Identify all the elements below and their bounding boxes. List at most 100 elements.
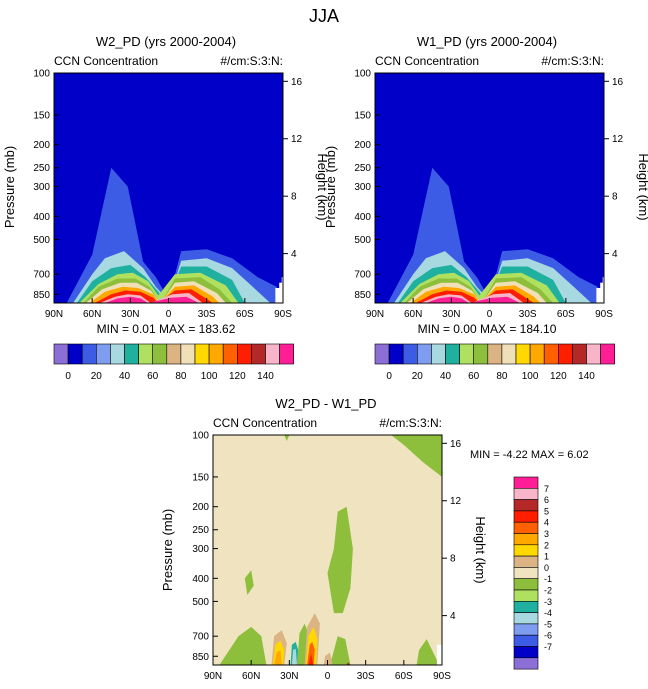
colorbar-w2-box-8 xyxy=(166,343,182,365)
w1-ytick-label-1: 150 xyxy=(354,110,371,121)
colorbar-diff-box-7 xyxy=(513,555,539,568)
colorbar-diff-box-6 xyxy=(513,544,539,557)
colorbar-w1-label-5: 100 xyxy=(522,371,539,382)
panel-w1-x-axis: 90N 60N 30N 0 30S 60S 90S xyxy=(366,298,613,320)
w2-surface-mask-2 xyxy=(281,277,283,303)
colorbar-w1-box-10 xyxy=(515,343,531,365)
w2-ytick-label-7: 700 xyxy=(33,270,50,281)
w2-frame xyxy=(53,72,284,304)
panel-diff-left-label: CCN Concentration xyxy=(213,416,317,430)
colorbar-diff-label-4: 3 xyxy=(544,529,549,539)
colorbar-w2-box-15 xyxy=(265,343,280,365)
panel-w2-y2label: Height (km) xyxy=(315,153,330,220)
w2-xtick-label-0: 90N xyxy=(45,309,63,320)
diff-ytick-label-6: 500 xyxy=(192,597,209,608)
colorbar-diff-box-2 xyxy=(513,499,539,512)
w1-ytick-label-6: 500 xyxy=(354,235,371,246)
panel-diff-right-label: #/cm:S:3:N: xyxy=(379,416,442,430)
panel-w1-y-axis: 100 150 200 250 300 400 500 700 850 xyxy=(354,69,380,301)
colorbar-w2-box-5 xyxy=(124,343,139,365)
diff-y2tick-label-1: 12 xyxy=(450,496,462,507)
panel-w2: W2_PD (yrs 2000-2004) CCN Concentration … xyxy=(2,34,330,336)
diff-xtick-label-1: 60N xyxy=(242,671,260,682)
colorbar-w1-box-11 xyxy=(529,343,545,365)
colorbar-diff-label-11: -4 xyxy=(544,608,552,618)
w1-surface-mask-1 xyxy=(600,282,604,303)
w1-ytick-label-8: 850 xyxy=(354,290,371,301)
w2-y2tick-label-1: 12 xyxy=(291,134,303,145)
diff-xtick-label-3: 0 xyxy=(325,671,331,682)
colorbar-diff-label-2: 5 xyxy=(544,506,549,516)
w2-xtick-label-5: 60S xyxy=(236,309,254,320)
colorbar-w2-box-14 xyxy=(251,343,266,365)
colorbar-diff-label-12: -5 xyxy=(544,619,552,629)
colorbar-diff-box-8 xyxy=(513,567,539,580)
panel-w2-ylabel: Pressure (mb) xyxy=(2,146,17,228)
colorbar-w2: 0 20 40 60 80 100 120 140 xyxy=(53,343,295,382)
colorbar-diff-label-10: -3 xyxy=(544,597,552,607)
panel-w2-plot xyxy=(54,73,283,303)
colorbar-w1-box-16 xyxy=(600,343,615,365)
colorbar-diff-box-14 xyxy=(513,634,539,647)
panel-diff-plot xyxy=(213,435,442,665)
panel-diff-y-axis: 100 150 200 250 300 400 500 700 850 xyxy=(192,431,218,663)
colorbar-w2-label-0: 0 xyxy=(65,371,71,382)
w2-xtick-label-1: 60N xyxy=(83,309,101,320)
diff-ytick-label-2: 200 xyxy=(192,502,209,513)
panel-w1-title: W1_PD (yrs 2000-2004) xyxy=(417,34,557,49)
panel-w1-stats: MIN = 0.00 MAX = 184.10 xyxy=(418,322,557,336)
panel-w1-ylabel: Pressure (mb) xyxy=(323,146,338,228)
diff-region-6 xyxy=(330,636,351,665)
diff-background-field xyxy=(213,435,442,665)
diff-region-3 xyxy=(219,626,267,665)
colorbar-w1-box-3 xyxy=(416,343,432,365)
colorbar-w2-box-0 xyxy=(53,343,69,365)
diff-xtick-label-5: 60S xyxy=(395,671,413,682)
diff-ytick-label-3: 250 xyxy=(192,525,209,536)
colorbar-diff-label-7: 0 xyxy=(544,563,549,573)
w1-xtick-label-4: 30S xyxy=(519,309,537,320)
colorbar-w1-label-3: 60 xyxy=(468,371,480,382)
colorbar-w2-box-7 xyxy=(152,343,168,365)
w1-y2tick-label-3: 4 xyxy=(612,249,618,260)
colorbar-diff-box-5 xyxy=(513,533,539,546)
colorbar-w2-label-1: 20 xyxy=(91,371,103,382)
w1-ytick-label-0: 100 xyxy=(354,69,371,80)
colorbar-diff-box-3 xyxy=(513,510,539,523)
w1-ytick-label-5: 400 xyxy=(354,212,371,223)
colorbar-w2-box-9 xyxy=(180,343,196,365)
panel-w2-title: W2_PD (yrs 2000-2004) xyxy=(96,34,236,49)
diff-region-0 xyxy=(391,435,442,477)
colorbar-diff-label-9: -2 xyxy=(544,586,552,596)
w1-frame xyxy=(374,72,605,304)
colorbar-diff-box-4 xyxy=(513,521,539,534)
w1-y2tick-label-0: 16 xyxy=(612,77,624,88)
w2-ytick-label-1: 150 xyxy=(33,110,50,121)
colorbar-w1-box-15 xyxy=(586,343,601,365)
panel-diff-height-axis: 16 12 8 4 xyxy=(442,439,462,622)
colorbar-w2-label-7: 140 xyxy=(257,371,274,382)
panel-w2-x-axis: 90N 60N 30N 0 30S 60S 90S xyxy=(45,298,292,320)
colorbar-w2-label-6: 120 xyxy=(229,371,246,382)
panel-w2-y-axis: 100 150 200 250 300 400 500 700 850 xyxy=(33,69,59,301)
colorbar-w2-box-3 xyxy=(96,343,111,365)
colorbar-w1-box-9 xyxy=(501,343,517,365)
colorbar-w1-box-8 xyxy=(487,343,503,365)
colorbar-w1-label-6: 120 xyxy=(550,371,567,382)
w2-y2tick-label-2: 8 xyxy=(291,192,297,203)
colorbar-w1-box-2 xyxy=(402,343,418,365)
w2-ytick-label-8: 850 xyxy=(33,290,50,301)
diff-y2tick-label-3: 4 xyxy=(450,611,456,622)
diff-region-1 xyxy=(284,435,290,441)
w1-xtick-label-6: 90S xyxy=(595,309,613,320)
diff-ytick-label-5: 400 xyxy=(192,574,209,585)
w1-xtick-label-5: 60S xyxy=(557,309,575,320)
diff-region-7 xyxy=(416,639,440,665)
diff-region-14 xyxy=(307,641,315,665)
colorbar-diff-label-13: -6 xyxy=(544,631,552,641)
colorbar-w1: 0 20 40 60 80 100 120 140 xyxy=(374,343,615,382)
w1-ytick-label-3: 250 xyxy=(354,163,371,174)
diff-ytick-label-0: 100 xyxy=(192,431,209,442)
w1-xtick-label-2: 30N xyxy=(442,309,460,320)
